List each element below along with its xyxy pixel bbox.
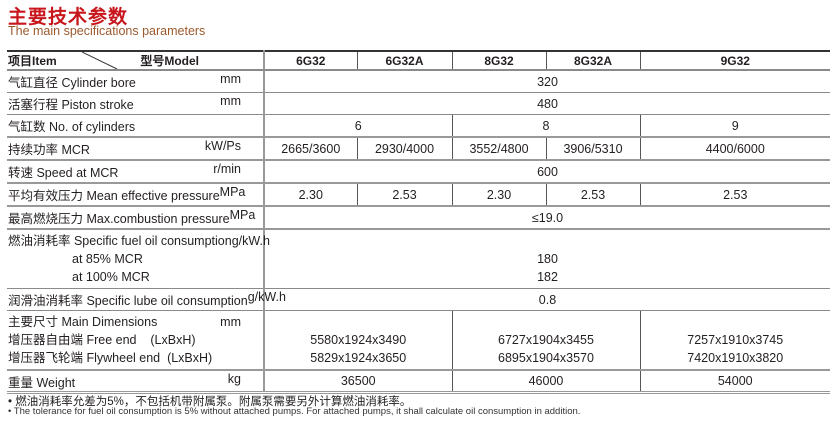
cell-value: 600: [264, 160, 830, 184]
table-row: 气缸数 No. of cylinders 6 8 9: [7, 114, 830, 138]
row-label: 主要尺寸 Main Dimensions: [8, 315, 158, 329]
cell-value: 6: [264, 114, 452, 138]
cell-value: 0.8: [264, 288, 830, 311]
header-model: 型号Model: [140, 54, 199, 68]
cell-value: 2930/4000: [356, 137, 452, 161]
row-unit: mm: [220, 315, 241, 329]
row-unit: g/kW.h: [247, 290, 286, 304]
cell-value: 2.30: [451, 183, 546, 207]
table-row: 持续功率 MCR kW/Ps 2665/3600 2930/4000 3552/4…: [7, 137, 830, 161]
cell-value: 5580x1924x3490: [310, 333, 407, 347]
row-label: 润滑油消耗率 Specific lube oil consumption: [8, 294, 248, 308]
cell-value: 6895x1904x3570: [498, 351, 594, 365]
cell-value: 320: [264, 70, 830, 93]
cell-value: 3906/5310: [545, 137, 640, 161]
cell-value: 2.30: [264, 183, 357, 207]
model-6g32a: 6G32A: [356, 50, 452, 71]
cell-value: 54000: [639, 370, 830, 394]
cell-value: ≤19.0: [264, 206, 830, 230]
cell-value: 2665/3600: [264, 137, 357, 161]
row-unit: g/kW.h: [231, 234, 270, 248]
table-row: 重量 Weight kg 36500 46000 54000: [7, 370, 830, 394]
cell-value: 46000: [451, 370, 640, 394]
cell-value: 9: [639, 114, 830, 138]
cell-value: 6727x1904x3455: [498, 333, 594, 347]
row-sublabel: 增压器飞轮端 Flywheel end (LxBxH): [8, 351, 213, 365]
row-unit: mm: [220, 94, 241, 108]
table-row: 润滑油消耗率 Specific lube oil consumption g/kW…: [7, 288, 830, 311]
cell-value: 180: [537, 252, 558, 266]
table-row: 转速 Speed at MCR r/min 600: [7, 160, 830, 184]
page-subtitle: The main specifications parameters: [8, 24, 206, 38]
cell-value: 2.53: [356, 183, 452, 207]
row-unit: kW/Ps: [204, 139, 241, 153]
model-8g32a: 8G32A: [545, 50, 640, 71]
cell-value: 182: [537, 270, 558, 284]
row-sublabel: 增压器自由端 Free end (LxBxH): [8, 333, 196, 347]
table-row: 平均有效压力 Mean effective pressure MPa 2.30 2…: [7, 183, 830, 207]
model-6g32: 6G32: [263, 50, 357, 71]
model-8g32: 8G32: [451, 50, 546, 71]
table-row: 燃油消耗率 Specific fuel oil consumption g/kW.…: [7, 229, 830, 289]
row-label: 转速 Speed at MCR: [8, 166, 119, 180]
row-unit: MPa: [219, 185, 246, 199]
model-9g32: 9G32: [639, 50, 830, 71]
cell-value: 7420x1910x3820: [687, 351, 784, 365]
row-label: 平均有效压力 Mean effective pressure: [8, 189, 220, 203]
diagonal-divider: [82, 52, 118, 69]
row-label: 气缸数 No. of cylinders: [8, 120, 136, 134]
row-unit: mm: [220, 72, 241, 86]
row-sublabel: at 100% MCR: [72, 270, 150, 284]
row-label: 持续功率 MCR: [8, 143, 90, 157]
specifications-table: 项目Item 型号Model 6G32 6G32A 8G32 8G32A 9G32…: [7, 50, 830, 394]
cell-value: 8: [451, 114, 640, 138]
table-row: 活塞行程 Piston stroke mm 480: [7, 92, 830, 115]
table-row: 气缸直径 Cylinder bore mm 320: [7, 70, 830, 93]
row-unit: r/min: [213, 162, 241, 176]
row-label: 重量 Weight: [8, 375, 76, 390]
row-unit: kg: [227, 371, 241, 386]
cell-value: 2.53: [545, 183, 640, 207]
row-unit: MPa: [229, 208, 256, 222]
header-row: 项目Item 型号Model 6G32 6G32A 8G32 8G32A 9G32: [7, 50, 830, 71]
row-label: 最高燃烧压力 Max.combustion pressure: [8, 212, 230, 226]
cell-value: 5829x1924x3650: [310, 351, 407, 365]
cell-value: 4400/6000: [639, 137, 830, 161]
page-title: 主要技术参数: [8, 7, 129, 28]
cell-value: 3552/4800: [451, 137, 546, 161]
table-row: 主要尺寸 Main Dimensions mm 增压器自由端 Free end (…: [7, 310, 830, 371]
row-label: 气缸直径 Cylinder bore: [8, 76, 136, 90]
footnote-english: • The tolerance for fuel oil consumption…: [8, 406, 581, 417]
cell-value: 480: [264, 92, 830, 115]
cell-value: 7257x1910x3745: [687, 333, 784, 347]
table-row: 最高燃烧压力 Max.combustion pressure MPa ≤19.0: [7, 206, 830, 230]
cell-value: 36500: [264, 370, 452, 394]
row-label: 活塞行程 Piston stroke: [8, 98, 134, 112]
row-label: 燃油消耗率 Specific fuel oil consumption: [8, 234, 232, 248]
footnote-chinese: • 燃油消耗率允差为5%，不包括机带附属泵。附属泵需要另外计算燃油消耗率。: [8, 396, 412, 408]
header-item: 项目Item: [8, 54, 57, 68]
cell-value: 2.53: [639, 183, 830, 207]
row-sublabel: at 85% MCR: [72, 252, 143, 266]
